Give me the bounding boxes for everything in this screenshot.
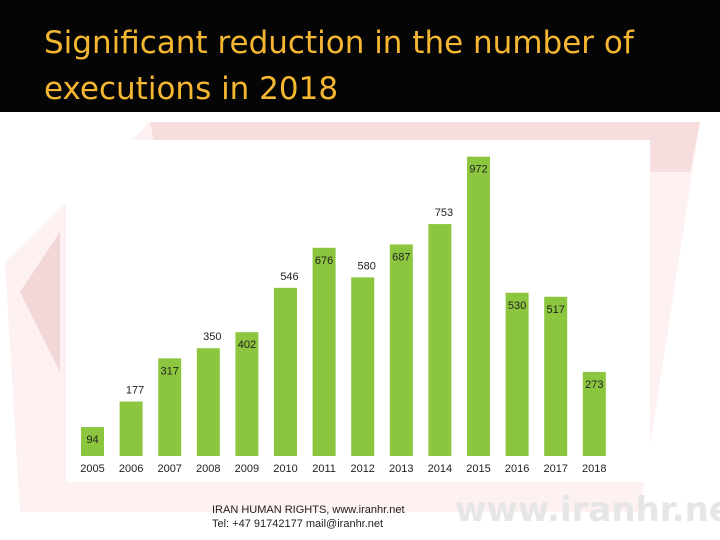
x-tick-label-2006: 2006 (119, 463, 143, 475)
bar-2012 (351, 277, 375, 456)
x-tick-label-2014: 2014 (428, 463, 452, 475)
x-tick-label-2017: 2017 (543, 463, 567, 475)
bar-2006 (119, 401, 143, 456)
bar-2008 (196, 348, 220, 456)
bar-2011 (312, 247, 336, 456)
x-tick-label-2008: 2008 (196, 463, 220, 475)
contact-line: Tel: +47 91742177 mail@iranhr.net (212, 518, 384, 530)
value-label-2012: 580 (358, 260, 376, 272)
bar-2010 (274, 287, 297, 456)
bar-2015 (467, 156, 490, 456)
bar-2017 (544, 296, 568, 456)
bar-2005 (81, 427, 104, 456)
bar-2007 (158, 358, 182, 456)
x-tick-label-2018: 2018 (582, 463, 606, 475)
bar-2013 (389, 244, 413, 456)
value-label-2009: 402 (238, 339, 256, 351)
contact-info: IRAN HUMAN RIGHTS, www.iranhr.net Tel: +… (212, 503, 405, 531)
value-label-2015: 972 (469, 164, 487, 176)
value-label-2010: 546 (280, 271, 298, 283)
x-tick-label-2015: 2015 (466, 463, 490, 475)
x-tick-label-2010: 2010 (273, 463, 297, 475)
bar-2014 (428, 224, 452, 456)
x-tick-label-2016: 2016 (505, 463, 529, 475)
x-tick-label-2005: 2005 (80, 463, 104, 475)
bar-2018 (582, 371, 606, 456)
value-label-2007: 317 (161, 365, 179, 377)
value-label-2008: 350 (203, 331, 221, 343)
x-tick-label-2007: 2007 (157, 463, 181, 475)
org-line: IRAN HUMAN RIGHTS, www.iranhr.net (212, 504, 405, 516)
title-band: Significant reduction in the number of e… (0, 0, 720, 112)
value-label-2005: 94 (86, 434, 98, 446)
x-tick-label-2012: 2012 (350, 463, 374, 475)
slide-title: Significant reduction in the number of e… (44, 25, 634, 107)
value-label-2013: 687 (392, 251, 410, 263)
x-tick-label-2013: 2013 (389, 463, 413, 475)
value-label-2006: 177 (126, 384, 144, 396)
value-label-2018: 273 (585, 379, 603, 391)
chart-area: 94 2005 177 2006 317 2007 350 2008 402 2009 546 201… (66, 140, 650, 482)
url-watermark: www.iranhr.ne (455, 490, 720, 530)
x-tick-label-2009: 2009 (235, 463, 259, 475)
bar-chart: 94 2005 177 2006 317 2007 350 2008 402 2009 546 201… (80, 156, 607, 475)
value-label-2017: 517 (547, 304, 565, 316)
value-label-2014: 753 (435, 207, 453, 219)
value-label-2011: 676 (315, 255, 333, 267)
value-label-2016: 530 (508, 300, 526, 312)
x-tick-label-2011: 2011 (312, 463, 336, 475)
bar-2016 (505, 292, 529, 456)
bar-2009 (235, 332, 259, 456)
